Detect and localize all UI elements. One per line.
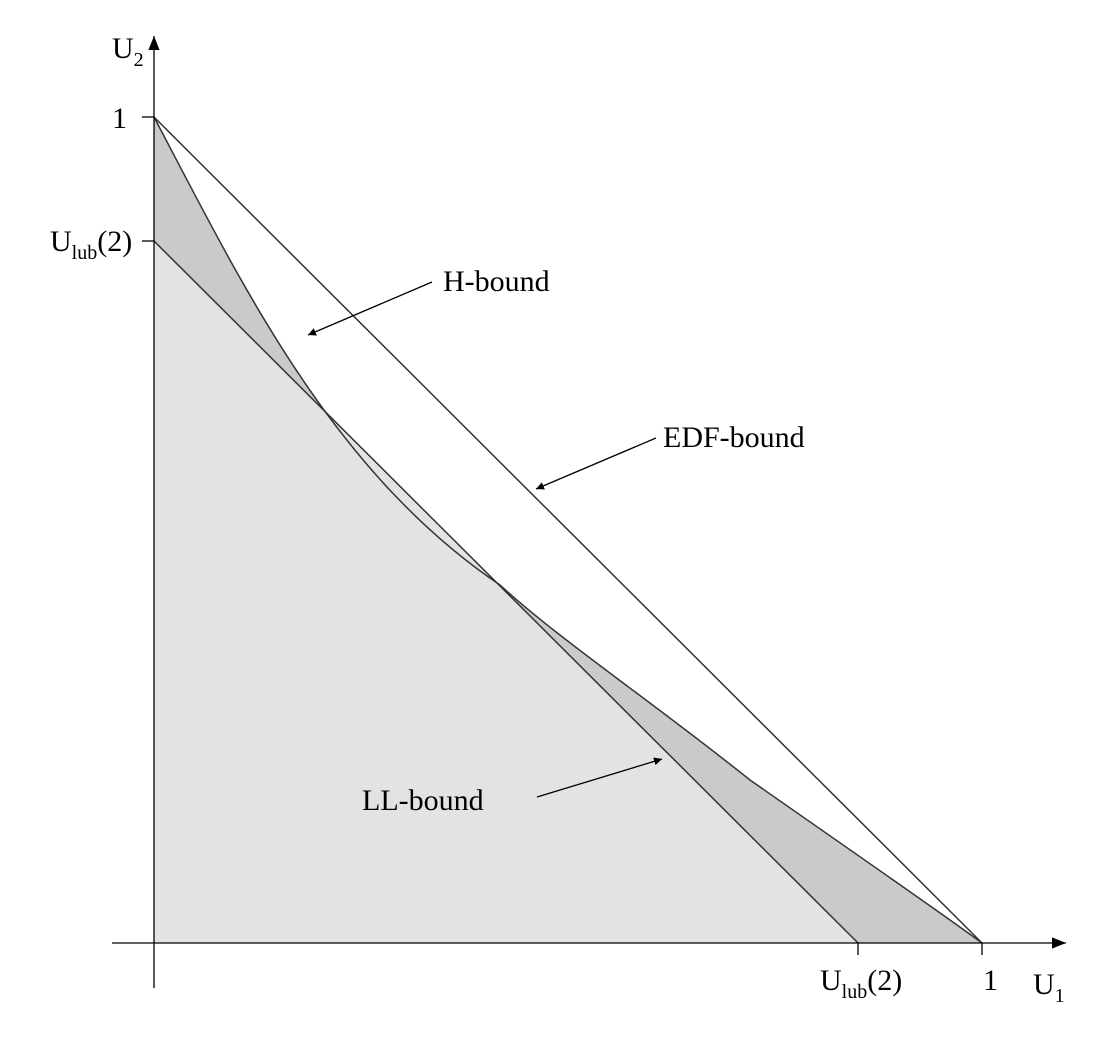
ll-bound-label: LL-bound (362, 784, 484, 817)
edf-bound-line (153, 116, 983, 944)
x-axis-label: U1 (1033, 968, 1065, 1007)
h-bound-arrow (307, 281, 433, 336)
edf-bound-arrow (535, 437, 657, 490)
x-tick-label-one: 1 (983, 964, 998, 997)
edf-bound-label: EDF-bound (663, 421, 805, 454)
h-bound-curve (153, 116, 983, 944)
ll-bound-arrow (536, 757, 663, 798)
ll-bound-line (153, 240, 859, 944)
y-tick-label-one: 1 (112, 102, 127, 135)
h-bound-label: H-bound (443, 265, 550, 298)
y-tick-label-ulub: Ulub(2) (50, 225, 132, 264)
x-tick-label-ulub: Ulub(2) (820, 964, 902, 1003)
y-axis-label: U2 (112, 32, 144, 71)
